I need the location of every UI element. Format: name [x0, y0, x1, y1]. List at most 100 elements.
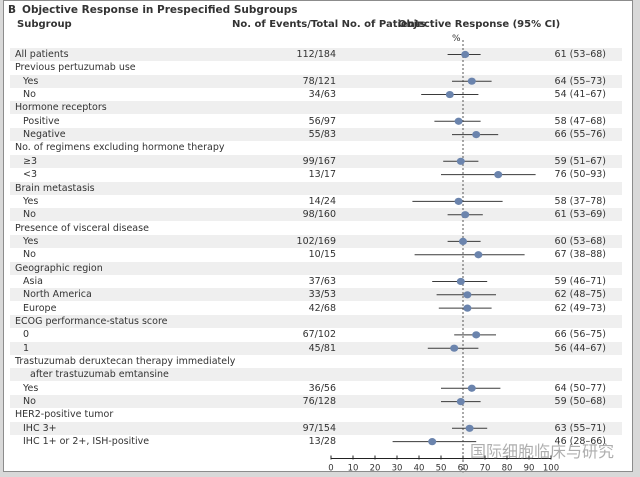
- row-label: Negative: [23, 129, 66, 141]
- title-text: Objective Response in Prespecified Subgr…: [22, 4, 298, 16]
- subgroup-header-row: Geographic region: [10, 261, 622, 275]
- events-value: 99/167: [302, 155, 336, 167]
- response-ci-value: 59 (51–67): [554, 155, 606, 167]
- row-label: HER2-positive tumor: [15, 409, 114, 421]
- row-label: All patients: [15, 49, 69, 60]
- row-label: after trastuzumab emtansine: [30, 369, 169, 381]
- subgroup-header-row: ECOG performance-status score: [10, 315, 622, 328]
- response-ci-value: 64 (50–77): [554, 382, 606, 394]
- row-label: ≥3: [23, 155, 38, 167]
- row-label: 1: [23, 342, 30, 354]
- table-row: Asia 37/63 59 (46–71): [10, 275, 622, 288]
- subgroup-header-row: No. of regimens excluding hormone therap…: [10, 141, 622, 154]
- subgroup-header-row: Hormone receptors: [10, 101, 622, 115]
- events-value: 14/24: [308, 195, 336, 207]
- response-ci-value: 58 (37–78): [554, 195, 606, 207]
- response-ci-value: 66 (56–75): [554, 329, 606, 341]
- axis-unit-label: %: [452, 34, 461, 44]
- events-value: 55/83: [308, 129, 336, 141]
- row-label: Presence of visceral disease: [15, 222, 149, 234]
- row-label: Hormone receptors: [15, 102, 107, 114]
- events-value: 45/81: [308, 342, 336, 354]
- events-value: 34/63: [308, 89, 336, 101]
- panel-label: B: [8, 4, 17, 16]
- response-ci-value: 64 (55–73): [554, 75, 606, 87]
- row-label: <3: [23, 169, 38, 181]
- row-label: Yes: [23, 75, 39, 87]
- response-ci-value: 60 (53–68): [554, 235, 606, 247]
- row-label: Yes: [23, 195, 39, 207]
- response-ci-value: 61 (53–69): [554, 209, 606, 221]
- header-subgroup: Subgroup: [17, 19, 72, 30]
- subgroup-header-row: HER2-positive tumor: [10, 408, 622, 421]
- response-ci-value: 54 (41–67): [554, 89, 606, 101]
- events-value: 33/53: [308, 289, 336, 301]
- events-value: 56/97: [308, 115, 336, 127]
- figure-title: B Objective Response in Prespecified Subg…: [8, 4, 298, 16]
- row-label: No: [23, 89, 36, 101]
- row-label: Positive: [23, 115, 60, 127]
- events-value: 13/28: [308, 436, 336, 448]
- table-row: Europe 42/68 62 (49–73): [10, 302, 622, 315]
- table-row: Yes 78/121 64 (55–73): [10, 74, 622, 88]
- subgroup-header-row: after trastuzumab emtansine: [10, 368, 622, 382]
- row-label: Asia: [23, 275, 43, 287]
- response-ci-value: 46 (28–66): [554, 436, 606, 448]
- events-value: 67/102: [302, 329, 336, 341]
- row-label: North America: [23, 289, 92, 301]
- row-label: Brain metastasis: [15, 182, 95, 194]
- row-label: No: [23, 396, 36, 408]
- table-row: Negative 55/83 66 (55–76): [10, 128, 622, 142]
- row-label: Trastuzumab deruxtecan therapy immediate…: [15, 356, 236, 368]
- response-ci-value: 76 (50–93): [554, 169, 606, 181]
- row-label: No: [23, 249, 36, 261]
- table-row: Positive 56/97 58 (47–68): [10, 115, 622, 128]
- subgroup-header-row: Presence of visceral disease: [10, 222, 622, 235]
- events-value: 102/169: [296, 235, 336, 247]
- response-ci-value: 58 (47–68): [554, 115, 606, 127]
- header-response: Objective Response (95% CI): [398, 19, 561, 30]
- table-row: 1 45/81 56 (44–67): [10, 341, 622, 355]
- table-row: Yes 36/56 64 (50–77): [10, 382, 622, 395]
- response-ci-value: 61 (53–68): [554, 49, 606, 60]
- row-label: No: [23, 209, 36, 221]
- events-value: 112/184: [296, 49, 336, 60]
- row-label: Previous pertuzumab use: [15, 62, 136, 74]
- table-row: All patients 112/184 61 (53–68): [10, 48, 622, 61]
- watermark: 国际细胞临床与研究: [470, 442, 615, 461]
- events-value: 42/68: [308, 302, 336, 314]
- response-ci-value: 66 (55–76): [554, 129, 606, 141]
- events-value: 76/128: [302, 396, 336, 408]
- events-value: 37/63: [308, 275, 336, 287]
- table-row: IHC 3+ 97/154 63 (55–71): [10, 421, 622, 435]
- header-events: No. of Events/Total No. of Patients: [232, 19, 426, 30]
- table-row: No 76/128 59 (50–68): [10, 395, 622, 409]
- events-value: 98/160: [302, 209, 336, 221]
- table-row: <3 13/17 76 (50–93): [10, 168, 622, 181]
- subgroup-header-row: Previous pertuzumab use: [10, 61, 622, 74]
- response-ci-value: 62 (48–75): [554, 289, 606, 301]
- row-label: ECOG performance-status score: [15, 316, 168, 327]
- response-ci-value: 59 (46–71): [554, 275, 606, 287]
- table-row: No 34/63 54 (41–67): [10, 88, 622, 101]
- response-ci-value: 67 (38–88): [554, 249, 606, 261]
- events-value: 10/15: [308, 249, 336, 261]
- subgroup-header-row: Trastuzumab deruxtecan therapy immediate…: [10, 355, 622, 368]
- row-label: Europe: [23, 302, 57, 314]
- table-row: ≥3 99/167 59 (51–67): [10, 154, 622, 168]
- table-row: IHC 1+ or 2+, ISH-positive 13/28 46 (28–66…: [10, 435, 622, 448]
- row-label: Geographic region: [15, 262, 103, 274]
- subgroup-header-row: Brain metastasis: [10, 181, 622, 195]
- events-value: 13/17: [308, 169, 336, 181]
- response-ci-value: 63 (55–71): [554, 422, 606, 434]
- events-value: 78/121: [302, 75, 336, 87]
- events-value: 36/56: [308, 382, 336, 394]
- row-label: IHC 1+ or 2+, ISH-positive: [23, 436, 150, 448]
- row-label: Yes: [23, 382, 39, 394]
- row-label: No. of regimens excluding hormone therap…: [15, 142, 225, 154]
- table-row: No 10/15 67 (38–88): [10, 248, 622, 261]
- table-row: Yes 102/169 60 (53–68): [10, 234, 622, 248]
- row-label: 0: [23, 329, 30, 341]
- table-row: No 98/160 61 (53–69): [10, 208, 622, 222]
- row-label: IHC 3+: [23, 422, 57, 434]
